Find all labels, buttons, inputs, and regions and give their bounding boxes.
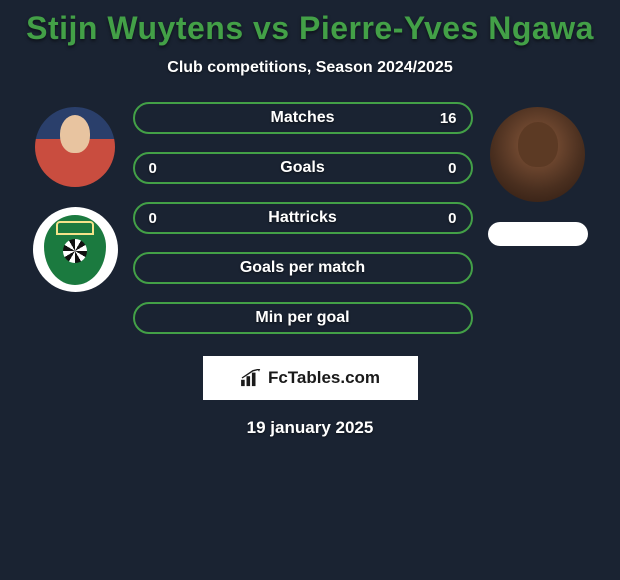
stat-label: Hattricks [268,209,336,227]
player-right-club-badge [488,222,588,246]
branding-badge: FcTables.com [203,356,418,400]
stat-label: Goals per match [240,259,365,277]
stat-row-min-per-goal: Min per goal [133,302,473,334]
stat-right-value: 16 [437,110,457,127]
player-right-avatar [490,107,585,202]
branding-text: FcTables.com [268,368,380,388]
stat-row-goals: 0 Goals 0 [133,152,473,184]
stats-list: Matches 16 0 Goals 0 0 Hattricks 0 Goals… [133,102,473,334]
player-left-club-badge [33,207,118,292]
right-player-col [488,102,588,246]
stat-row-matches: Matches 16 [133,102,473,134]
stat-row-goals-per-match: Goals per match [133,252,473,284]
main-row: Matches 16 0 Goals 0 0 Hattricks 0 Goals… [0,102,620,334]
stat-right-value: 0 [437,210,457,227]
stat-right-value: 0 [437,160,457,177]
stat-label: Goals [280,159,324,177]
date-label: 19 january 2025 [0,418,620,438]
comparison-card: Stijn Wuytens vs Pierre-Yves Ngawa Club … [0,0,620,448]
stat-left-value: 0 [149,160,169,177]
subtitle: Club competitions, Season 2024/2025 [0,59,620,77]
chart-icon [240,369,262,387]
stat-left-value: 0 [149,210,169,227]
page-title: Stijn Wuytens vs Pierre-Yves Ngawa [0,10,620,47]
club-crest-icon [44,215,106,285]
left-player-col [33,102,118,292]
stat-row-hattricks: 0 Hattricks 0 [133,202,473,234]
stat-label: Min per goal [255,309,349,327]
player-left-avatar [35,107,115,187]
stat-label: Matches [270,109,334,127]
